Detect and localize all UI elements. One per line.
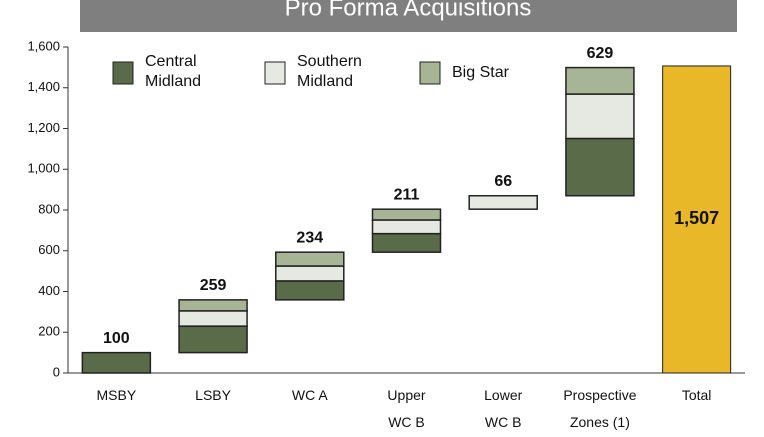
- legend-item: Central Midland: [112, 53, 201, 90]
- title-banner: [80, 0, 737, 32]
- x-tick-label: Upper WC B: [387, 387, 425, 430]
- data-label: 629: [587, 45, 614, 62]
- bar-segment: [565, 137, 635, 197]
- x-tick-label: WC A: [292, 387, 328, 403]
- bar-segment: [275, 265, 345, 282]
- y-tick-label: 1,600: [27, 38, 60, 53]
- data-label: 211: [394, 186, 420, 203]
- bar-segment: [371, 232, 442, 253]
- x-tick-label: Prospective Zones (1): [563, 387, 636, 430]
- x-tick-label: Lower WC B: [484, 387, 522, 430]
- y-tick-label: 0: [53, 364, 60, 379]
- legend-item: Southern Midland: [264, 53, 362, 90]
- y-tick-label: 200: [38, 324, 60, 339]
- x-tick-label: Total: [682, 387, 712, 403]
- y-tick-label: 600: [38, 242, 60, 257]
- y-tick-label: 1,400: [27, 79, 60, 94]
- legend-swatch: [264, 61, 286, 85]
- chart-title: Pro Forma Acquisitions: [285, 0, 532, 21]
- bar-segment: [178, 299, 248, 312]
- data-label: 100: [103, 330, 130, 347]
- bar-segment: [371, 208, 442, 221]
- y-tick-label: 400: [38, 283, 60, 298]
- bar-segment: [371, 219, 442, 235]
- legend-swatch: [419, 61, 441, 85]
- legend-swatch: [112, 61, 134, 85]
- bar-segment: [468, 194, 538, 210]
- bar-segment: [178, 325, 248, 354]
- bar-segment: [565, 93, 635, 140]
- bar-segment: [81, 351, 152, 374]
- x-tick-label: LSBY: [195, 387, 231, 403]
- y-tick-label: 800: [38, 201, 60, 216]
- bar-segment: [565, 66, 635, 95]
- bar-segment: [275, 251, 345, 267]
- total-bar: [662, 65, 732, 374]
- x-tick-label: MSBY: [97, 387, 137, 403]
- data-label: 234: [296, 229, 323, 246]
- bar-segment: [178, 310, 248, 327]
- legend-label: Central Midland: [145, 53, 201, 90]
- data-label: 66: [494, 173, 512, 190]
- y-tick-label: 1,000: [27, 161, 60, 176]
- legend-label: Southern Midland: [297, 53, 362, 90]
- y-tick-label: 1,200: [27, 120, 60, 135]
- data-label: 1,507: [674, 208, 719, 228]
- bar-segment: [275, 280, 345, 301]
- legend-label: Big Star: [452, 64, 510, 81]
- data-label: 259: [200, 277, 227, 294]
- legend-item: Big Star: [419, 61, 510, 85]
